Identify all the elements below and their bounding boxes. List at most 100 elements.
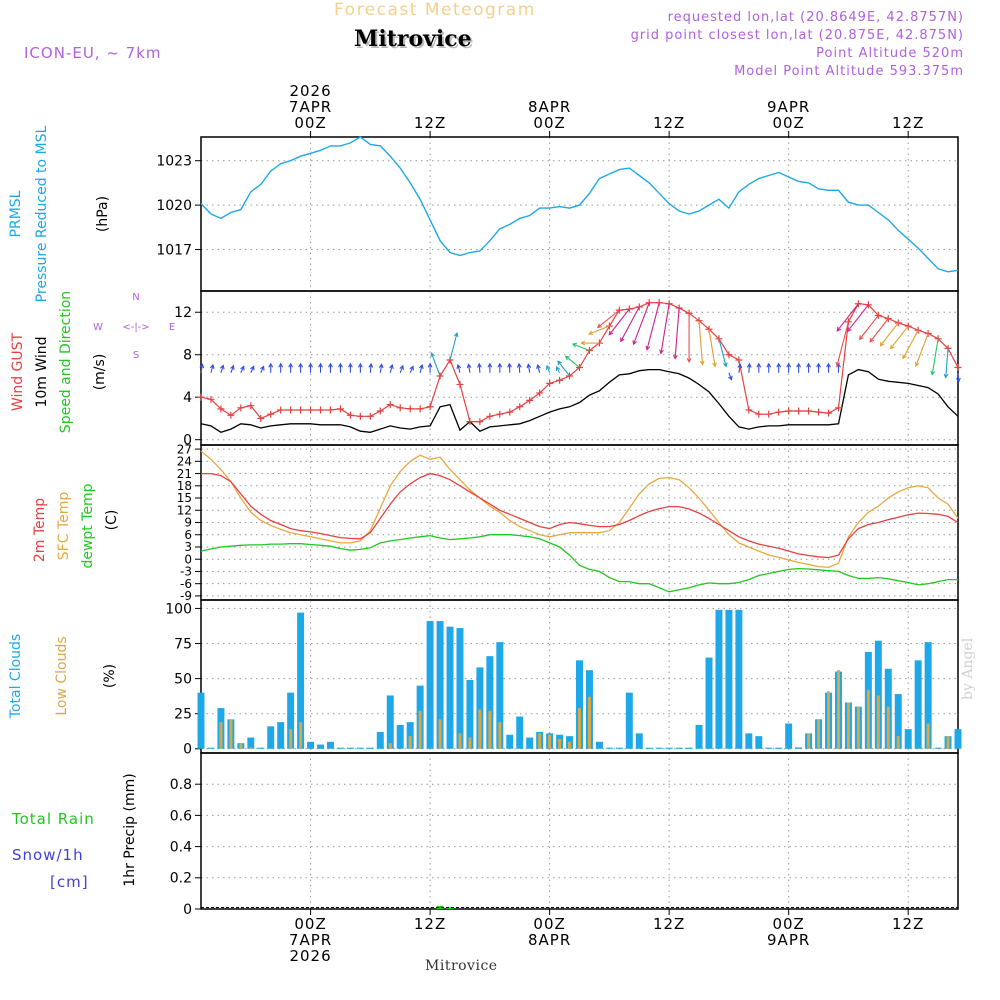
wind-direction-arrow [536,363,541,373]
wind-gust-marker [247,402,255,410]
wind-gust-marker [834,404,842,412]
wind-direction-arrow [338,362,343,373]
total-cloud-bar [954,729,962,749]
low-cloud-bar [438,719,442,749]
low-cloud-bar [558,738,562,749]
wind-arrow-head [456,363,462,369]
wind-arrow-shaft [478,363,481,373]
precip-title-snow: Snow/1h [12,846,84,864]
wind-arrow-head [699,360,705,366]
wind-arrow-head [453,331,459,338]
wind-direction-arrow [645,302,660,351]
wind-direction-arrow [776,362,782,373]
bottom-time-axis-label: 00Z [294,915,326,933]
wind-gust-marker [775,408,783,416]
clouds-unit: (%) [102,664,118,688]
total-cloud-bar [277,722,285,749]
clouds-ytick-label: 50 [174,672,192,688]
wind-gust-marker [765,410,773,418]
wind-direction-arrow [466,363,472,373]
wind-arrow-head [507,362,512,368]
wind-arrow-shaft [379,364,383,373]
wind-direction-arrow [516,362,522,373]
compass-rose: N W <-|-> E S [93,292,175,361]
total-cloud-bar [386,695,394,749]
total-cloud-bar [267,726,275,749]
wind-direction-arrow [608,308,630,336]
wind-direction-arrow [487,362,493,373]
wind-direction-arrow [399,364,404,373]
total-cloud-bar [665,747,673,749]
wind-arrow-head [816,362,821,368]
wind-title-gust: Wind GUST [10,332,26,411]
wind-direction-arrow [869,318,889,343]
wind-gust-marker [615,306,623,314]
wind-gust-marker [436,372,444,380]
wind-direction-arrow [497,362,503,373]
wind-direction-arrow [632,302,650,346]
wind-direction-arrow [847,304,869,333]
wind-arrow-head [645,345,651,351]
wind-gust-marker [625,305,633,313]
total-cloud-bar [436,621,444,749]
wind-arrow-shaft [399,365,404,373]
total-cloud-bar [755,736,763,749]
low-cloud-bar [249,747,253,749]
wind-panel: 0 4 8 12 [174,290,959,449]
total-cloud-bar [247,737,255,749]
wind-arrow-shaft [915,333,929,367]
low-cloud-bar [229,719,233,749]
wind-gust-marker [287,406,295,414]
total-cloud-bar [506,734,514,749]
pressure-frame [200,136,959,292]
pressure-title-prmsl: PRMSL [8,190,24,237]
wind-direction-arrow [930,338,939,376]
wind-direction-arrow [449,331,459,361]
top-time-axis-label: 12Z [414,114,446,132]
wind-gust-marker [326,406,334,414]
wind-direction-arrow [698,320,705,366]
wind-arrow-head [571,342,577,348]
temperature-ytick-label: 21 [177,467,192,481]
temp-title-2m: 2m Temp [32,498,48,562]
compass-w: W [93,322,103,333]
total-cloud-bar [894,694,902,749]
wind-arrow-shaft [890,325,909,349]
total-cloud-bar [346,747,354,749]
wind-arrow-head [564,355,570,361]
wind-arrow-head [545,364,551,370]
wind-gust-marker [227,411,235,419]
low-cloud-bar [239,743,243,749]
wind-direction-arrow [836,303,859,332]
low-cloud-bar [807,733,811,749]
wind-gust-marker [825,409,833,417]
wind-gust-marker [197,393,205,401]
total-cloud-bar [317,744,325,749]
wind-direction-arrow [902,330,919,360]
wind-direction-arrow [708,329,717,368]
wind-direction-arrow [816,362,821,373]
wind-arrow-head [308,362,313,368]
temperature-ytick-label: 3 [184,540,192,554]
wind-arrow-head [766,362,772,368]
total-cloud-bar [327,741,334,749]
wind-arrow-head [555,365,561,371]
wind-arrow-head [427,362,433,368]
wind-arrow-shaft [660,303,670,354]
total-cloud-bar [775,747,783,749]
wind-direction-arrow [806,362,811,373]
wind-gust-marker [317,406,325,414]
total-cloud-bar [695,724,703,749]
wind-arrow-head [956,377,961,383]
wind-arrow-shaft [748,363,751,373]
model-label: ICON-EU, ~ 7km [24,44,162,62]
wind-direction-arrow [456,363,462,373]
low-cloud-bar [408,736,412,749]
total-cloud-bar [795,747,803,749]
wind-direction-arrow [427,362,433,373]
wind-gust-marker [307,406,315,414]
total-cloud-bar [625,692,633,749]
total-cloud-bar [615,747,623,749]
low-cloud-bar [817,719,821,749]
